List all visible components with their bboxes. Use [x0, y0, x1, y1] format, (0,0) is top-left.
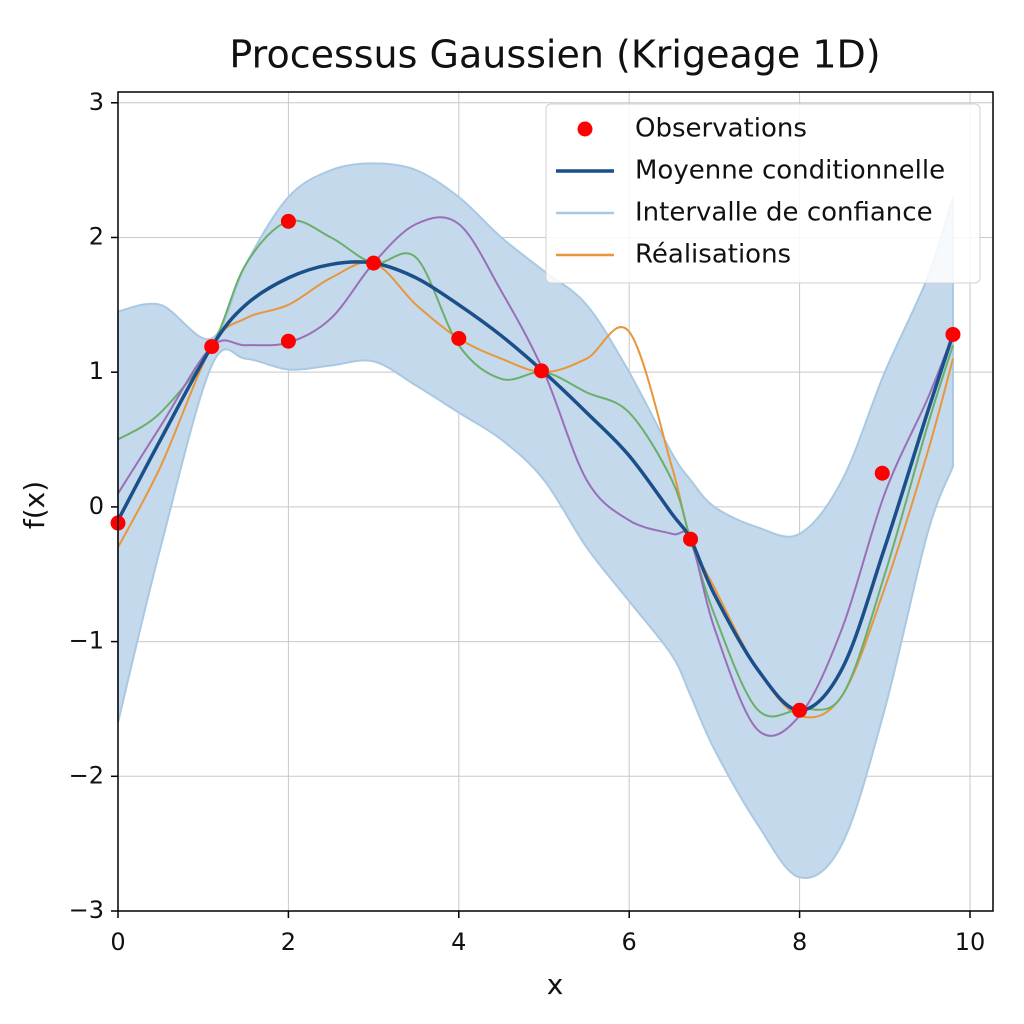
- x-tick-label: 2: [281, 928, 296, 956]
- x-tick-label: 8: [792, 928, 807, 956]
- observation-point: [204, 339, 220, 355]
- legend-box: [545, 103, 981, 284]
- observation-point: [280, 333, 296, 349]
- plot-area: [110, 162, 961, 879]
- legend-label: Intervalle de confiance: [635, 198, 933, 228]
- realization-line: [117, 216, 954, 737]
- observation-point: [683, 531, 699, 547]
- y-tick-label: −2: [69, 761, 104, 789]
- observation-point: [792, 702, 808, 718]
- legend-label: Observations: [635, 114, 807, 144]
- observation-point: [451, 331, 467, 347]
- realization-line: [117, 219, 954, 718]
- y-tick-label: 2: [89, 222, 104, 250]
- observation-point: [366, 255, 382, 271]
- x-tick-label: 10: [955, 928, 986, 956]
- y-tick-label: 3: [89, 88, 104, 116]
- legend-label: Moyenne conditionnelle: [635, 156, 945, 186]
- y-axis-label: f(x): [18, 481, 51, 529]
- legend: Observations Moyenne conditionnelle Interv…: [545, 103, 981, 284]
- x-tick-label: 4: [451, 928, 466, 956]
- y-tick-label: 0: [89, 492, 104, 520]
- observation-point: [945, 326, 961, 342]
- legend-marker: [577, 121, 593, 137]
- mean-line: [116, 260, 955, 713]
- observation-point: [533, 363, 549, 379]
- observation-point: [874, 465, 890, 481]
- y-tick-label: 1: [89, 357, 104, 385]
- plot-frame: [117, 91, 994, 912]
- y-tick-label: −3: [69, 896, 104, 924]
- legend-label: Réalisations: [635, 240, 791, 270]
- y-tick-label: −1: [69, 627, 104, 655]
- x-tick-label: 6: [622, 928, 637, 956]
- chart-title: Processus Gaussien (Krigeage 1D): [229, 33, 880, 77]
- x-axis-label: x: [547, 968, 564, 1001]
- confidence-band: [117, 162, 954, 879]
- observation-point: [280, 213, 296, 229]
- x-tick-label: 0: [110, 928, 125, 956]
